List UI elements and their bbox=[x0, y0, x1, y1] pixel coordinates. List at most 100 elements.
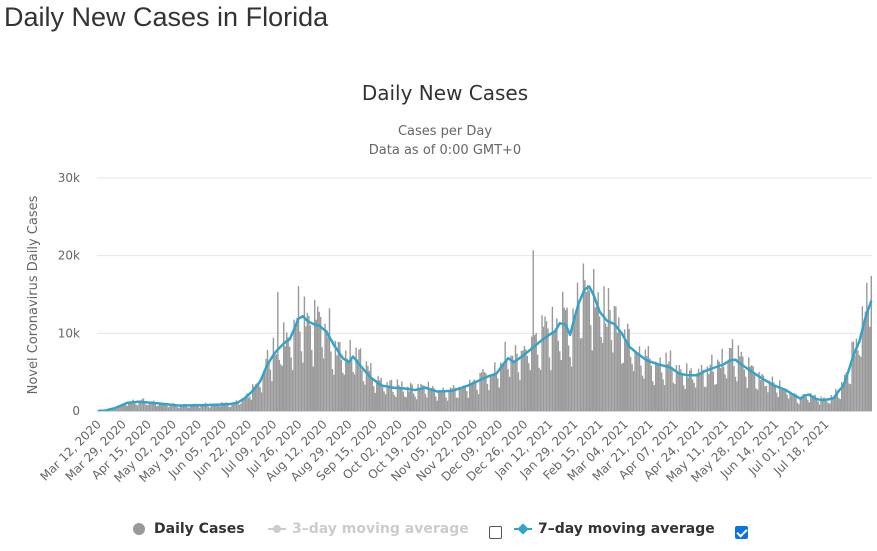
daily-cases-bar bbox=[694, 387, 697, 411]
daily-cases-bar bbox=[489, 375, 492, 411]
daily-cases-bar bbox=[584, 280, 586, 411]
daily-cases-bar bbox=[742, 356, 744, 411]
daily-cases-bar bbox=[832, 396, 834, 411]
daily-cases-bar bbox=[333, 374, 335, 411]
daily-cases-bar bbox=[331, 368, 334, 411]
daily-cases-bar bbox=[262, 375, 264, 411]
daily-cases-bar bbox=[684, 389, 686, 411]
daily-cases-bar bbox=[308, 315, 310, 411]
daily-cases-bar bbox=[176, 407, 179, 411]
daily-cases-bar bbox=[538, 367, 540, 411]
daily-cases-bar bbox=[764, 386, 766, 411]
y-tick-label: 30k bbox=[58, 171, 80, 185]
daily-cases-bar bbox=[291, 370, 294, 411]
daily-cases-bar bbox=[635, 353, 638, 411]
chart-title: Daily New Cases bbox=[362, 81, 528, 105]
daily-cases-bar bbox=[492, 375, 495, 411]
daily-cases-bar bbox=[641, 375, 644, 411]
daily-cases-bar bbox=[442, 387, 444, 411]
checkbox-7day-average[interactable] bbox=[735, 526, 748, 539]
daily-cases-bar bbox=[663, 385, 666, 411]
daily-cases-bar bbox=[271, 381, 273, 411]
daily-cases-bar bbox=[305, 326, 307, 411]
daily-cases-bar bbox=[863, 326, 865, 411]
daily-cases-bar bbox=[792, 394, 794, 411]
daily-cases-bar bbox=[513, 362, 515, 411]
gridlines bbox=[97, 177, 872, 334]
daily-cases-bar bbox=[855, 338, 858, 411]
daily-cases-bar bbox=[172, 403, 174, 411]
daily-cases-bar bbox=[191, 405, 193, 411]
daily-cases-bar bbox=[192, 404, 195, 411]
daily-cases-bar bbox=[514, 345, 517, 411]
daily-cases-bar bbox=[170, 405, 173, 411]
daily-cases-bar bbox=[350, 356, 353, 411]
daily-cases-bar bbox=[218, 405, 220, 411]
daily-cases-bar bbox=[223, 402, 226, 411]
daily-cases-bar bbox=[588, 290, 591, 411]
daily-cases-bar bbox=[553, 330, 555, 411]
daily-cases-bar bbox=[330, 351, 332, 411]
daily-cases-bar bbox=[349, 340, 351, 411]
daily-cases-bar bbox=[563, 307, 565, 411]
daily-cases-bar bbox=[607, 288, 610, 411]
daily-cases-bar bbox=[731, 339, 734, 411]
daily-cases-bar bbox=[374, 392, 376, 411]
daily-cases-bar bbox=[781, 389, 784, 411]
daily-cases-bar bbox=[541, 315, 543, 411]
chart: Daily New Cases Cases per Day Data as of… bbox=[26, 81, 873, 485]
daily-cases-bar bbox=[237, 402, 239, 411]
daily-cases-bar bbox=[542, 326, 545, 411]
legend-item-3day-average[interactable]: 3–day moving average bbox=[268, 521, 469, 537]
daily-cases-bar bbox=[858, 355, 861, 411]
daily-cases-bar bbox=[572, 308, 574, 411]
daily-cases-bar bbox=[810, 392, 812, 411]
daily-cases-bar bbox=[169, 403, 171, 411]
daily-cases-bar bbox=[600, 336, 602, 411]
daily-cases-bar bbox=[426, 397, 428, 411]
daily-cases-bar bbox=[867, 309, 870, 411]
daily-cases-bar bbox=[399, 388, 402, 411]
daily-cases-bar bbox=[452, 385, 455, 411]
daily-cases-bar bbox=[187, 407, 189, 411]
daily-cases-bar bbox=[249, 396, 251, 411]
daily-cases-bar bbox=[207, 406, 210, 411]
daily-cases-bar bbox=[449, 387, 452, 411]
daily-cases-bar bbox=[849, 384, 852, 411]
daily-cases-bar bbox=[173, 404, 176, 411]
daily-cases-bar bbox=[824, 399, 827, 411]
daily-cases-bar bbox=[135, 404, 137, 411]
daily-cases-bar bbox=[190, 405, 192, 411]
daily-cases-bar bbox=[322, 358, 325, 411]
daily-cases-bar bbox=[184, 403, 186, 411]
y-tick-label: 20k bbox=[58, 249, 80, 263]
daily-cases-bar bbox=[672, 382, 675, 411]
legend-item-7day-average[interactable]: 7–day moving average bbox=[514, 521, 715, 537]
daily-cases-bar bbox=[712, 371, 715, 411]
legend-item-daily-cases[interactable]: Daily Cases bbox=[133, 521, 245, 537]
daily-cases-bar bbox=[643, 378, 645, 411]
daily-cases-bar bbox=[808, 402, 810, 411]
daily-cases-bar bbox=[556, 318, 558, 411]
daily-cases-bar bbox=[235, 400, 238, 411]
checkbox-3day-average[interactable] bbox=[489, 526, 502, 539]
daily-cases-bar bbox=[336, 355, 338, 411]
daily-cases-bar bbox=[857, 350, 859, 411]
daily-cases-bar bbox=[678, 364, 681, 411]
daily-cases-dot-icon bbox=[133, 523, 145, 535]
daily-cases-bar bbox=[846, 376, 849, 411]
daily-cases-bar bbox=[405, 397, 407, 411]
daily-cases-bar bbox=[356, 359, 359, 411]
daily-cases-bar bbox=[467, 397, 469, 411]
daily-cases-bar bbox=[644, 349, 647, 411]
daily-cases-bar bbox=[417, 384, 419, 411]
daily-cases-bar bbox=[727, 360, 729, 411]
daily-cases-bar bbox=[733, 365, 735, 411]
daily-cases-bar bbox=[319, 316, 322, 411]
daily-cases-bar bbox=[640, 365, 642, 411]
daily-cases-bar bbox=[263, 373, 266, 411]
daily-cases-bar bbox=[787, 398, 790, 411]
daily-cases-bar bbox=[392, 391, 394, 411]
daily-cases-bar bbox=[151, 401, 154, 411]
daily-cases-bar bbox=[443, 391, 446, 411]
